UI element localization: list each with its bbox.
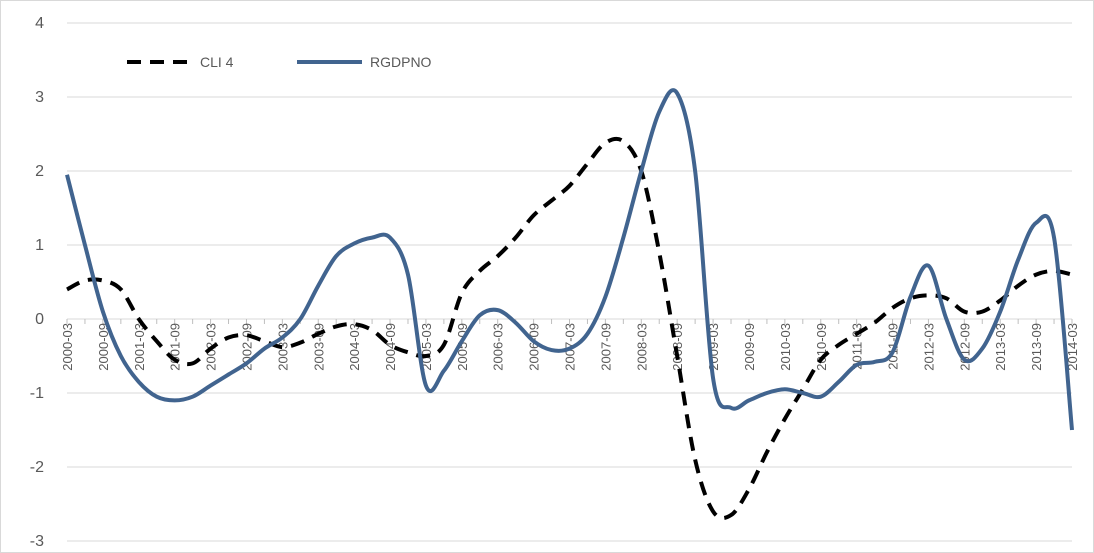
x-tick-label: 2004-03 [347, 323, 362, 371]
x-tick-label: 2000-09 [96, 323, 111, 371]
legend-label: RGDPNO [370, 54, 432, 70]
y-tick-label: 4 [35, 15, 44, 32]
series-line [65, 88, 1074, 431]
x-tick-label: 2000-03 [60, 323, 75, 371]
legend-label: CLI 4 [200, 54, 234, 70]
x-tick-label: 2011-03 [850, 323, 865, 370]
x-tick-label: 2012-09 [957, 323, 972, 371]
series-line [66, 136, 1073, 521]
y-tick-label: 1 [35, 237, 44, 254]
x-tick-label: 2007-09 [598, 323, 613, 371]
x-tick-label: 2008-03 [634, 323, 649, 371]
x-tick-label: 2005-03 [419, 323, 434, 371]
x-tick-label: 2010-03 [778, 323, 793, 371]
y-tick-label: 0 [35, 311, 44, 328]
x-tick-label: 2010-09 [814, 323, 829, 371]
x-tick-label: 2013-03 [993, 323, 1008, 371]
x-tick-label: 2009-09 [742, 323, 757, 371]
y-tick-label: -2 [30, 459, 44, 476]
x-tick-label: 2013-09 [1029, 323, 1044, 371]
y-tick-label: -1 [30, 385, 44, 402]
x-tick-label: 2004-09 [383, 323, 398, 371]
x-tick-label: 2014-03 [1065, 323, 1080, 371]
x-tick-label: 2001-09 [168, 323, 183, 371]
x-tick-label: 2006-09 [527, 323, 542, 371]
x-tick-label: 2012-03 [921, 323, 936, 371]
y-tick-label: -3 [30, 533, 44, 550]
x-tick-label: 2006-03 [491, 323, 506, 371]
y-tick-label: 2 [35, 163, 44, 180]
y-tick-label: 3 [35, 89, 44, 106]
x-tick-label: 2001-03 [132, 323, 147, 371]
